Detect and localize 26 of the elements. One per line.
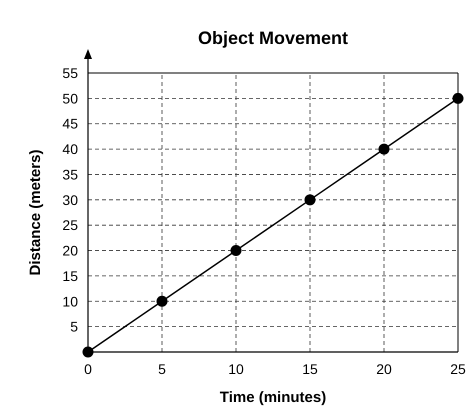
point [452, 92, 464, 104]
x-tick-label: 0 [84, 361, 92, 377]
y-tick-label: 30 [62, 192, 78, 208]
y-tick-label: 55 [62, 65, 78, 81]
y-tick-label: 15 [62, 268, 78, 284]
point [304, 194, 316, 206]
y-tick-label: 20 [62, 242, 78, 259]
y-tick-label: 45 [62, 116, 78, 132]
y-tick-label: 25 [62, 217, 78, 234]
x-tick-label: 5 [158, 361, 166, 377]
point [378, 144, 390, 155]
x-tick-label: 20 [376, 361, 392, 377]
y-tick-label: 10 [62, 293, 78, 310]
x-tick-label: 25 [450, 361, 466, 377]
chart-title: Object Movement [198, 28, 348, 48]
x-tick-label: 15 [302, 361, 318, 377]
y-tick-label: 50 [62, 90, 78, 106]
y-tick-label: 35 [62, 166, 78, 182]
y-tick-label: 40 [62, 141, 78, 158]
point [156, 296, 168, 307]
x-axis-title: Time (minutes) [220, 389, 326, 406]
point [82, 346, 94, 358]
x-tick-label: 10 [228, 361, 244, 377]
point [230, 245, 242, 256]
y-tick-label: 5 [70, 318, 78, 335]
y-axis-title: Distance (meters) [27, 150, 44, 276]
